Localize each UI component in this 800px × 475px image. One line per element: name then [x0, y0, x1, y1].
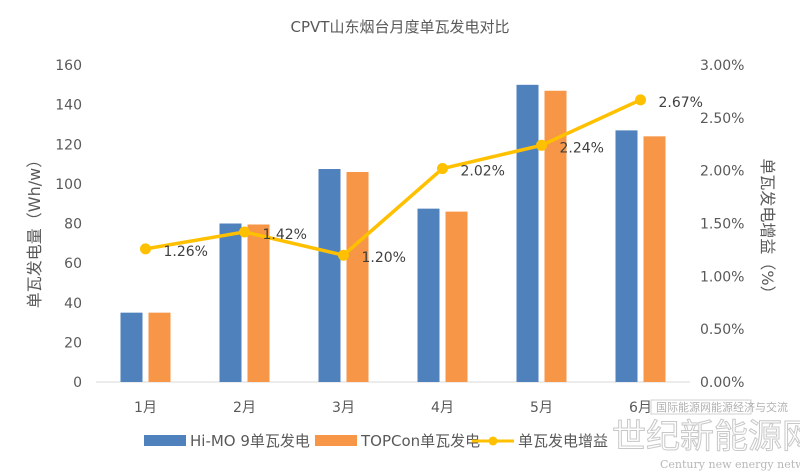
legend-swatch-gain-marker — [488, 436, 498, 446]
legend-label-topcon: TOPCon单瓦发电 — [360, 432, 480, 450]
y2-tick-label: 2.00% — [700, 164, 744, 180]
y-axis-left: 0 20 40 60 80 100 120 140 160 — [55, 58, 82, 391]
gain-data-label: 1.20% — [362, 250, 406, 266]
bar-topcon — [445, 211, 468, 382]
legend-label-himo: Hi-MO 9单瓦发电 — [190, 432, 310, 450]
legend: Hi-MO 9单瓦发电 TOPCon单瓦发电 单瓦发电增益 — [144, 432, 608, 450]
gain-data-label: 2.02% — [461, 164, 505, 180]
legend-swatch-topcon — [315, 435, 357, 446]
watermark-line1: 国际能源网能源经济与交流 — [656, 400, 788, 414]
x-tick-label: 1月 — [134, 400, 157, 416]
y-tick-label: 20 — [64, 335, 82, 351]
y2-axis-title: 单瓦发电增益（%） — [758, 158, 777, 301]
x-tick-label: 2月 — [233, 400, 256, 416]
gain-data-label: 1.26% — [164, 244, 208, 260]
bars — [120, 84, 666, 382]
y-tick-label: 0 — [73, 375, 82, 391]
watermark: 国际能源网能源经济与交流 世纪新能源网 Century new energy n… — [612, 399, 800, 471]
watermark-line2: 世纪新能源网 — [612, 417, 800, 457]
bar-himo — [615, 130, 638, 382]
bar-himo — [120, 312, 143, 382]
x-tick-label: 6月 — [629, 400, 652, 416]
gain-point — [338, 249, 349, 261]
y2-tick-label: 3.00% — [700, 58, 744, 74]
y-axis-right: 0.00% 0.50% 1.00% 1.50% 2.00% 2.50% 3.00% — [700, 58, 744, 391]
gain-point — [536, 139, 547, 151]
y-tick-label: 60 — [64, 256, 82, 272]
bar-himo — [417, 208, 440, 382]
legend-swatch-himo — [144, 435, 186, 446]
x-tick-label: 4月 — [431, 400, 454, 416]
bar-topcon — [544, 90, 567, 382]
bar-himo — [318, 169, 341, 382]
y-axis-title: 单瓦发电量（Wh/w） — [25, 152, 44, 308]
y2-tick-label: 0.00% — [700, 375, 744, 391]
bar-himo — [219, 223, 242, 382]
y2-tick-label: 0.50% — [700, 322, 744, 338]
gain-point — [635, 94, 646, 106]
y2-tick-label: 1.00% — [700, 269, 744, 285]
gain-point — [239, 226, 250, 238]
y-tick-label: 100 — [55, 177, 82, 193]
bar-topcon — [643, 136, 666, 382]
gain-point — [437, 163, 448, 175]
y-tick-label: 120 — [55, 137, 82, 153]
y-tick-label: 40 — [64, 296, 82, 312]
chart-title: CPVT山东烟台月度单瓦发电对比 — [291, 18, 510, 36]
y-tick-label: 160 — [55, 58, 82, 74]
y2-tick-label: 2.50% — [700, 111, 744, 127]
gain-data-label: 2.24% — [560, 140, 604, 156]
watermark-box — [650, 399, 752, 415]
gain-data-label: 1.42% — [263, 227, 307, 243]
legend-label-gain: 单瓦发电增益 — [518, 432, 608, 450]
x-tick-label: 5月 — [530, 400, 553, 416]
bar-himo — [516, 84, 539, 382]
y-tick-label: 80 — [64, 217, 82, 233]
watermark-line3: Century new energy network — [660, 458, 800, 471]
bar-topcon — [247, 224, 270, 382]
x-tick-label: 3月 — [332, 400, 355, 416]
gain-line-series: 1.26% 1.42% 1.20% 2.02% 2.24% 2.67% — [140, 94, 703, 266]
gain-line — [145, 98, 642, 257]
y-tick-label: 140 — [55, 98, 82, 114]
bar-topcon — [346, 171, 369, 382]
bar-topcon — [148, 312, 171, 382]
y2-tick-label: 1.50% — [700, 217, 744, 233]
x-axis: 1月 2月 3月 4月 5月 6月 — [134, 400, 652, 416]
gain-point — [140, 243, 151, 255]
gain-data-label: 2.67% — [659, 95, 703, 111]
